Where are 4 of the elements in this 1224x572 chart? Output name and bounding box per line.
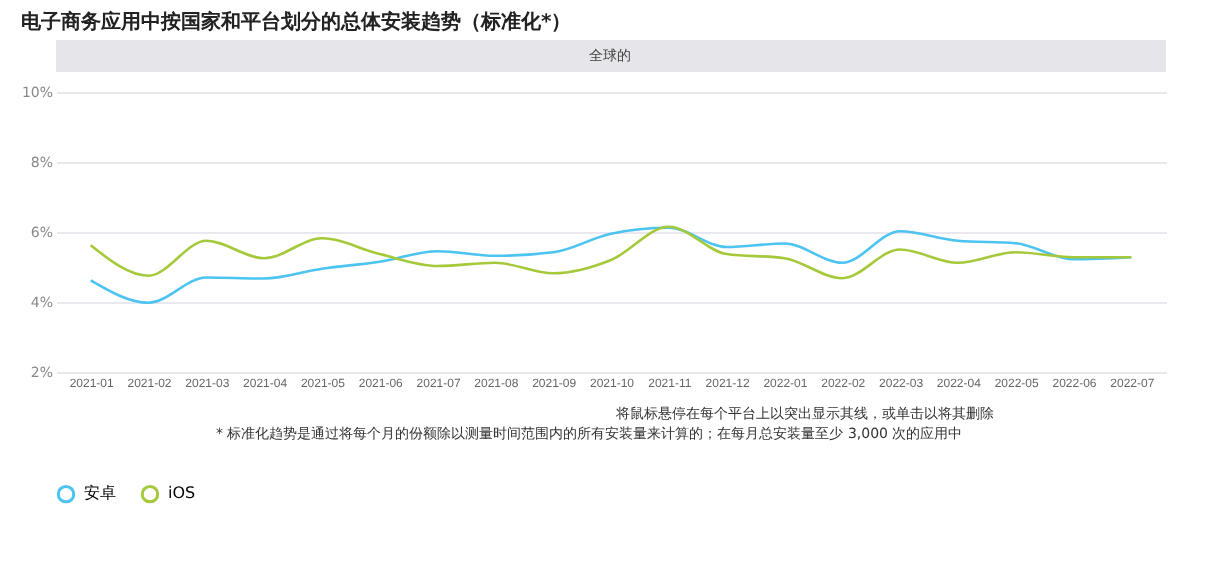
chart-title: 电子商务应用中按国家和平台划分的总体安装趋势（标准化*）: [20, 10, 572, 34]
line-series: [89, 225, 1133, 280]
legend-label: iOS: [168, 484, 196, 503]
legend-label: 安卓: [84, 484, 116, 503]
